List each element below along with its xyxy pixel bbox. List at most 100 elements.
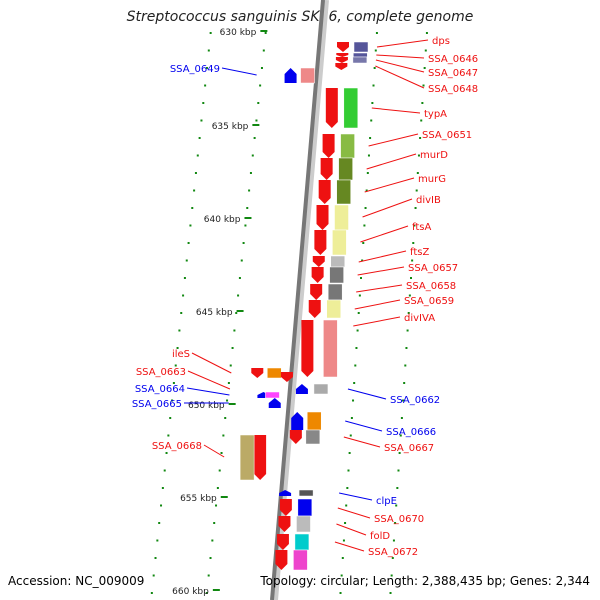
gene-arrow-SSA_0673[interactable]	[275, 550, 288, 570]
gene-name[interactable]: SSA_0663	[136, 367, 186, 378]
gene-arrow-SSA_0647[interactable]	[335, 57, 348, 63]
gene-name[interactable]: SSA_0664	[135, 384, 185, 395]
gene-label-typA[interactable]: typA	[371, 107, 447, 120]
gene-block-SSA_0670	[297, 498, 313, 517]
gene-label-SSA_0663[interactable]: SSA_0663	[136, 367, 231, 390]
gene-arrow-murD[interactable]	[320, 158, 333, 180]
gene-name[interactable]: typA	[424, 109, 447, 120]
gene-name[interactable]: divIVA	[404, 313, 435, 324]
gene-name[interactable]: dps	[432, 36, 450, 47]
gene-arrow-SSA_0662[interactable]	[295, 384, 308, 394]
gene-label-divIVA[interactable]: divIVA	[353, 313, 435, 327]
gene-label-murD[interactable]: murD	[366, 150, 449, 170]
gene-name[interactable]: SSA_0646	[428, 54, 478, 65]
gene-name[interactable]: SSA_0670	[374, 514, 424, 525]
gene-label-SSA_0658[interactable]: SSA_0658	[356, 281, 456, 293]
gene-name[interactable]: murD	[420, 150, 448, 161]
gene-name[interactable]: SSA_0672	[368, 547, 418, 558]
gene-arrow-SSA_0659[interactable]	[308, 300, 321, 318]
leader-line	[221, 67, 257, 76]
gene-label-SSA_0651[interactable]: SSA_0651	[368, 130, 473, 147]
gene-arrow-divIVA[interactable]	[301, 320, 314, 377]
gene-name[interactable]: ftsA	[412, 222, 431, 233]
gene-label-SSA_0646[interactable]: SSA_0646	[376, 54, 478, 65]
gene-arrow-dps[interactable]	[337, 42, 350, 52]
guide-dot-rev-inner	[226, 399, 229, 402]
gene-name[interactable]: SSA_0662	[390, 395, 440, 406]
gene-label-SSA_0670[interactable]: SSA_0670	[337, 507, 424, 525]
gene-label-SSA_0664[interactable]: SSA_0664	[135, 384, 230, 396]
gene-arrow-ftsZ[interactable]	[312, 256, 325, 267]
gene-label-ftsA[interactable]: ftsA	[360, 222, 431, 243]
gene-features	[239, 41, 369, 571]
ruler-label: 655 kbp	[180, 494, 217, 504]
gene-label-SSA_0668[interactable]: SSA_0668	[152, 441, 225, 458]
gene-arrow-SSA_0657[interactable]	[311, 267, 324, 283]
gene-label-clpE[interactable]: clpE	[338, 492, 397, 507]
leader-line	[376, 54, 425, 59]
gene-name[interactable]: ileS	[172, 349, 190, 360]
gene-arrow-ftsA[interactable]	[314, 230, 327, 255]
guide-dot-fwd-inner	[359, 277, 362, 279]
gene-arrow-SSA_0648[interactable]	[335, 63, 348, 70]
gene-label-SSA_0647[interactable]: SSA_0647	[375, 59, 478, 79]
gene-arrow-SSA_0670[interactable]	[279, 499, 292, 516]
gene-arrow-folD[interactable]	[278, 516, 291, 532]
gene-labels[interactable]: dps SSA_0646 SSA_0647 SSA_0648 SSA_0649 typA S…	[132, 36, 478, 558]
guide-dot-fwd-outer	[405, 347, 408, 349]
gene-label-SSA_0665[interactable]: SSA_0665	[132, 399, 229, 410]
gene-label-ftsZ[interactable]: ftsZ	[358, 247, 430, 263]
gene-name[interactable]: folD	[370, 531, 390, 542]
gene-arrow-murG[interactable]	[318, 180, 331, 204]
gene-name[interactable]: SSA_0667	[384, 443, 434, 454]
gene-arrow-SSA_0665[interactable]	[268, 398, 281, 408]
gene-arrow-SSA_0651[interactable]	[322, 134, 335, 158]
gene-name[interactable]: SSA_0665	[132, 399, 182, 410]
gene-arrow-SSA_0666[interactable]	[291, 412, 304, 430]
gene-label-divIB[interactable]: divIB	[362, 195, 441, 218]
gene-name[interactable]: ftsZ	[410, 247, 429, 258]
leader-line	[362, 198, 413, 218]
gene-label-folD[interactable]: folD	[336, 523, 390, 542]
gene-name[interactable]: SSA_0649	[170, 64, 220, 75]
gene-arrow-SSA_0663[interactable]	[280, 372, 293, 382]
gene-arrow-divIB[interactable]	[316, 205, 329, 230]
gene-name[interactable]: SSA_0668	[152, 441, 202, 452]
gene-label-SSA_0657[interactable]: SSA_0657	[357, 263, 459, 276]
gene-name[interactable]: murG	[418, 174, 446, 185]
gene-arrow-SSA_0668[interactable]	[254, 435, 267, 480]
gene-name[interactable]: SSA_0647	[428, 68, 478, 79]
gene-name[interactable]: SSA_0666	[386, 427, 436, 438]
gene-label-SSA_0659[interactable]: SSA_0659	[354, 296, 454, 310]
gene-label-dps[interactable]: dps	[376, 36, 450, 48]
gene-label-SSA_0648[interactable]: SSA_0648	[375, 65, 478, 95]
gene-name[interactable]: divIB	[416, 195, 441, 206]
gene-label-SSA_0662[interactable]: SSA_0662	[347, 388, 440, 406]
gene-arrow-SSA_0658[interactable]	[310, 284, 323, 300]
gene-label-ileS[interactable]: ileS	[172, 349, 232, 374]
gene-arrow-SSA_0649[interactable]	[284, 68, 297, 83]
guide-dot-fwd-outer	[398, 452, 401, 454]
guide-dot-fwd-inner	[340, 574, 343, 577]
gene-arrow-SSA_0667[interactable]	[289, 430, 302, 444]
gene-name[interactable]: SSA_0659	[404, 296, 454, 307]
gene-label-SSA_0672[interactable]: SSA_0672	[334, 541, 418, 558]
gene-arrow-SSA_0672[interactable]	[276, 534, 289, 550]
gene-name[interactable]: clpE	[376, 496, 397, 507]
gene-name[interactable]: SSA_0648	[428, 84, 478, 95]
guide-dot-fwd-inner	[341, 557, 344, 559]
guide-dot-rev-outer	[200, 119, 203, 122]
gene-name[interactable]: SSA_0651	[422, 130, 472, 141]
guide-dot-fwd-outer	[422, 84, 425, 87]
gene-arrow-typA[interactable]	[325, 88, 338, 128]
gene-arrow-SSA_0646[interactable]	[336, 53, 349, 57]
guide-dot-rev-outer	[160, 504, 163, 507]
gene-arrow-ileS[interactable]	[251, 368, 264, 378]
gene-label-SSA_0666[interactable]: SSA_0666	[345, 420, 436, 438]
gene-label-SSA_0667[interactable]: SSA_0667	[343, 436, 434, 454]
gene-name[interactable]: SSA_0658	[406, 281, 456, 292]
gene-label-murG[interactable]: murG	[364, 174, 446, 193]
gene-arrow-clpE[interactable]	[279, 490, 292, 496]
gene-name[interactable]: SSA_0657	[408, 263, 458, 274]
gene-label-SSA_0649[interactable]: SSA_0649	[170, 64, 257, 76]
